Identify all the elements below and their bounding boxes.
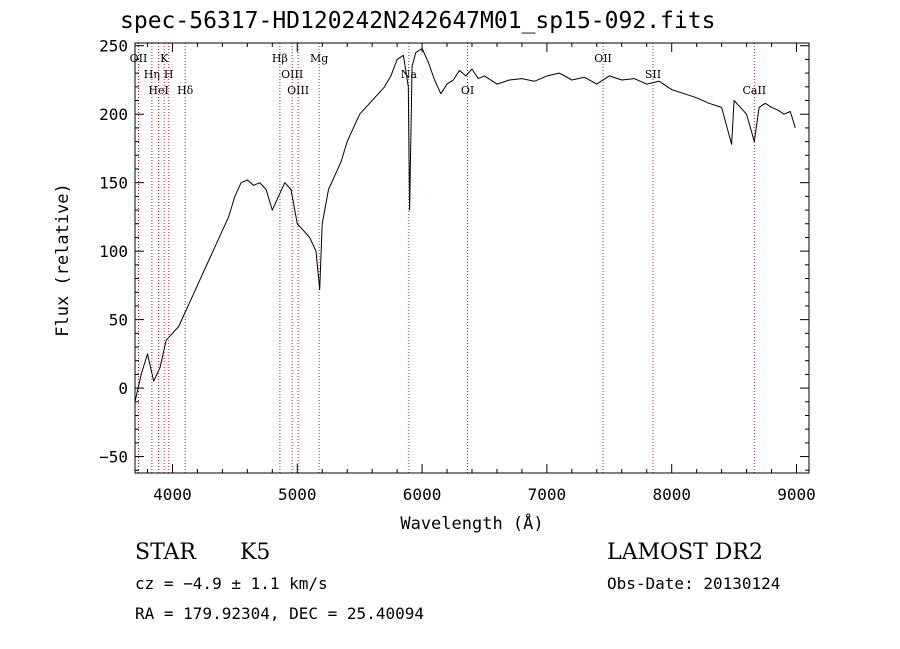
y-tick-label: 50 <box>109 311 128 330</box>
feature-line-label: H <box>164 68 174 81</box>
feature-line-label: Na <box>401 68 418 81</box>
feature-line-label: K <box>160 52 169 65</box>
feature-line-label: OII <box>594 52 612 65</box>
y-axis-label: Flux (relative) <box>53 183 73 337</box>
coordinates-readout: RA = 179.92304, DEC = 25.40094 <box>135 604 424 623</box>
feature-line-label: OIII <box>287 84 309 97</box>
feature-line-label: Hδ <box>177 84 194 97</box>
x-axis-label: Wavelength (Å) <box>400 512 543 534</box>
x-tick-label: 9000 <box>777 485 816 504</box>
feature-line-label: Hβ <box>272 52 288 65</box>
x-tick-label: 5000 <box>278 485 317 504</box>
feature-line-label: SII <box>645 68 661 81</box>
y-tick-label: 0 <box>118 379 128 398</box>
object-subclass: K5 <box>240 540 271 565</box>
survey-name: LAMOST DR2 <box>607 540 763 565</box>
feature-line-label: OII <box>130 52 148 65</box>
y-tick-label: −50 <box>99 448 128 467</box>
feature-line-label: OIII <box>281 68 303 81</box>
x-tick-label: 7000 <box>528 485 567 504</box>
feature-line-label: HeI <box>148 84 168 97</box>
y-tick-label: 250 <box>99 37 128 56</box>
y-tick-label: 100 <box>99 242 128 261</box>
object-class: STAR <box>135 540 196 565</box>
chart-title: spec-56317-HD120242N242647M01_sp15-092.f… <box>120 8 716 34</box>
feature-line-label: CaII <box>742 84 766 97</box>
y-tick-label: 150 <box>99 174 128 193</box>
spectrum-line <box>134 48 796 402</box>
plot-frame <box>134 42 810 474</box>
x-tick-label: 6000 <box>403 485 442 504</box>
redshift-readout: cz = −4.9 ± 1.1 km/s <box>135 574 328 593</box>
x-tick-label: 8000 <box>652 485 691 504</box>
observation-date: Obs-Date: 20130124 <box>607 574 781 593</box>
feature-line-label: OI <box>461 84 474 97</box>
y-tick-label: 200 <box>99 105 128 124</box>
feature-line-label: Hη <box>144 68 160 81</box>
x-tick-label: 4000 <box>153 485 192 504</box>
feature-line-label: Mg <box>310 52 328 65</box>
